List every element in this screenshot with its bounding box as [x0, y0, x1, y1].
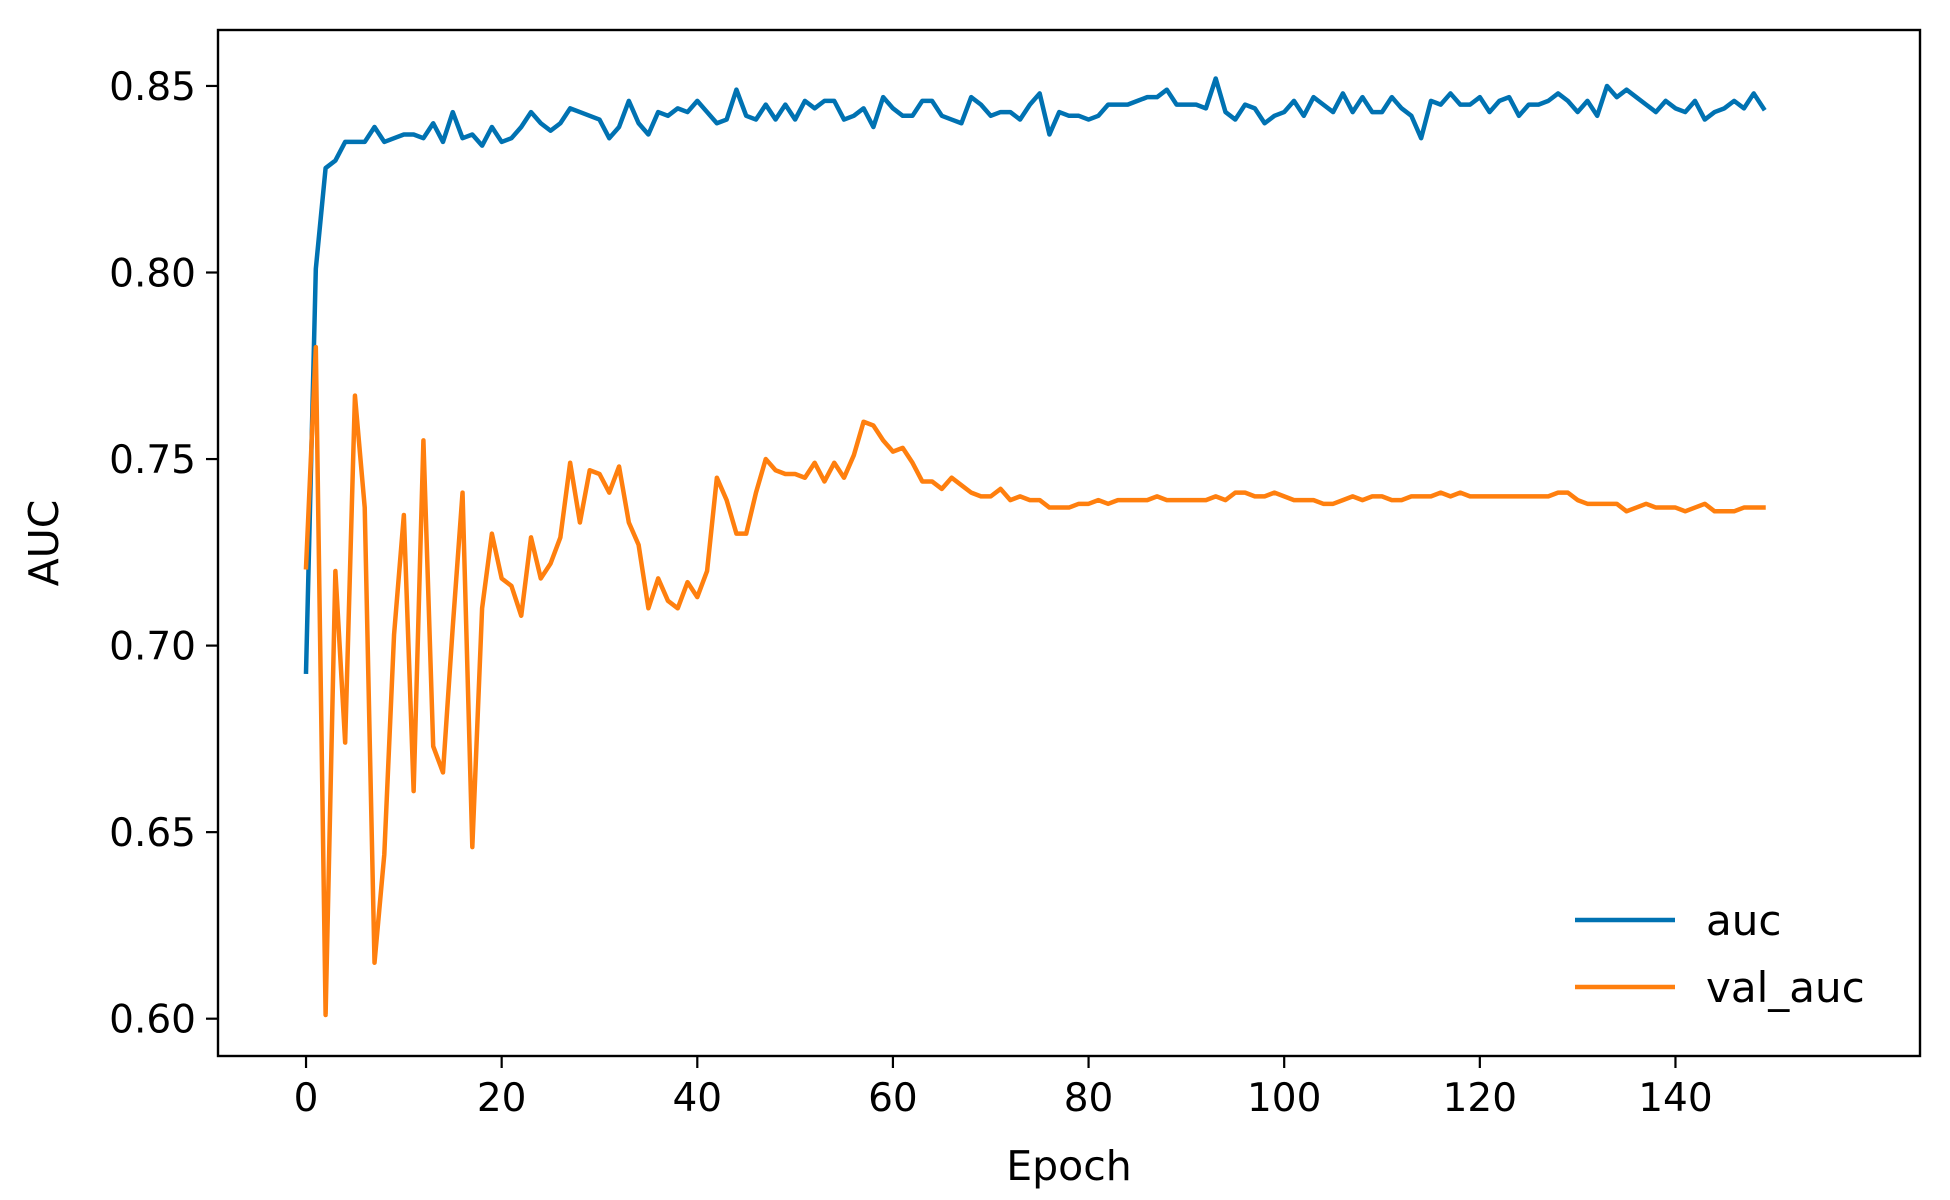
x-tick-label: 40: [672, 1076, 722, 1121]
y-tick-label: 0.70: [109, 625, 196, 670]
x-tick-label: 60: [868, 1076, 918, 1121]
x-tick-label: 100: [1247, 1076, 1321, 1121]
y-tick-label: 0.85: [109, 65, 196, 110]
x-axis-ticks: 0 20 40 60 80 100 120 140: [294, 1056, 1713, 1121]
plot-frame: [216, 28, 1922, 1058]
legend-label-auc: auc: [1706, 896, 1781, 945]
y-tick-label: 0.60: [109, 998, 196, 1043]
x-tick-label: 120: [1443, 1076, 1517, 1121]
series-layer: [303, 76, 1767, 1018]
x-axis-label: Epoch: [1006, 1142, 1132, 1190]
y-tick-label: 0.75: [109, 438, 196, 483]
series-line-auc: [303, 76, 1767, 675]
x-tick-label: 20: [477, 1076, 527, 1121]
x-tick-label: 140: [1638, 1076, 1712, 1121]
y-tick-label: 0.65: [109, 811, 196, 856]
legend-label-val-auc: val_auc: [1706, 963, 1865, 1012]
legend: auc val_auc: [1575, 896, 1865, 1012]
x-tick-label: 80: [1064, 1076, 1114, 1121]
x-tick-label: 0: [294, 1076, 319, 1121]
series-line-val-auc: [303, 344, 1766, 1018]
y-axis-ticks: 0.60 0.65 0.70 0.75 0.80 0.85: [109, 65, 218, 1043]
plot-area: [218, 30, 1920, 1056]
y-tick-label: 0.80: [109, 252, 196, 297]
y-axis-label: AUC: [20, 500, 68, 587]
